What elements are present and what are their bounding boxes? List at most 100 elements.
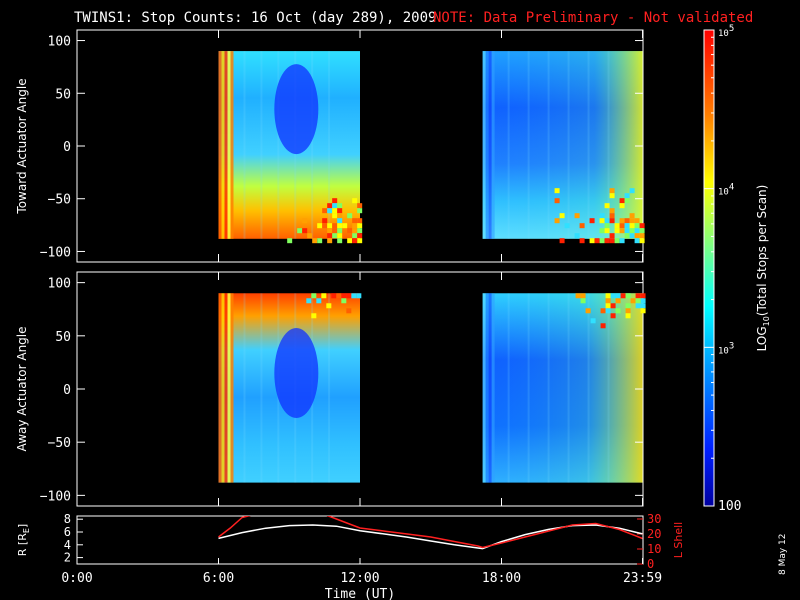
- toward-noise-cell: [327, 233, 333, 239]
- away-noise-cell: [580, 293, 586, 299]
- toward-noise-cell: [624, 193, 630, 199]
- toward-noise-cell: [332, 233, 338, 239]
- toward-noise-cell: [614, 238, 620, 244]
- toward-noise-cell: [337, 223, 343, 229]
- toward-scan-line: [260, 51, 263, 239]
- away-scan-line: [328, 293, 331, 483]
- toward-low-count-feature: [274, 64, 319, 155]
- toward-noise-cell: [297, 228, 303, 234]
- away-noise-cell: [341, 293, 347, 299]
- toward-noise-cell: [624, 233, 630, 239]
- colorbar-label-sub: 10: [762, 316, 771, 326]
- toward-noise-cell: [302, 228, 308, 234]
- toward-noise-cell: [619, 223, 625, 229]
- toward-noise-cell: [614, 223, 620, 229]
- toward-noise-cell: [337, 233, 343, 239]
- toward-noise-cell: [332, 228, 338, 234]
- toward-noise-cell: [609, 208, 615, 214]
- toward-noise-cell: [599, 213, 605, 219]
- ephem-ytick-right-label: 0: [647, 557, 654, 571]
- toward-noise-cell: [327, 208, 333, 214]
- toward-heat-gradient-2: [482, 51, 643, 239]
- toward-noise-cell: [624, 223, 630, 229]
- away-heat-block-2: [482, 293, 646, 483]
- toward-noise-cell: [619, 203, 625, 209]
- away-noise-cell: [605, 293, 611, 299]
- toward-noise-cell: [352, 238, 358, 244]
- colorbar-tick-label: 100: [718, 499, 741, 514]
- away-heat-gradient-2: [482, 293, 643, 483]
- toward-scan-line: [587, 51, 590, 239]
- away-noise-cell: [610, 293, 616, 299]
- toward-noise-cell: [564, 223, 570, 229]
- away-noise-cell: [311, 313, 317, 319]
- toward-noise-cell: [357, 228, 363, 234]
- away-noise-cell: [625, 308, 631, 314]
- away-noise-cell: [326, 303, 332, 309]
- toward-noise-cell: [352, 228, 358, 234]
- toward-noise-cell: [337, 218, 343, 224]
- toward-noise-cell: [599, 228, 605, 234]
- away-edge-stripe: [227, 293, 231, 483]
- away-noise-cell: [630, 298, 636, 304]
- toward-noise-cell: [352, 223, 358, 229]
- toward-noise-cell: [619, 198, 625, 204]
- colorbar-tick-exp: 4: [729, 183, 734, 193]
- ephem-xtick-label: 6:00: [203, 571, 234, 586]
- toward-noise-cell: [609, 193, 615, 199]
- toward-noise-cell: [634, 223, 640, 229]
- away-scan-line: [527, 293, 530, 483]
- away-edge-stripe: [488, 293, 492, 483]
- ephem-ylabel-left-close: ]: [16, 524, 29, 528]
- away-noise-cell: [331, 293, 337, 299]
- toward-edge-stripe: [230, 51, 234, 239]
- toward-scan-line: [607, 51, 610, 239]
- toward-noise-cell: [619, 218, 625, 224]
- away-noise-cell: [640, 293, 646, 299]
- toward-noise-cell: [589, 238, 595, 244]
- toward-noise-cell: [624, 228, 630, 234]
- away-edge-stripe: [230, 293, 234, 483]
- ephem-ytick-right-label: 30: [647, 512, 661, 526]
- toward-noise-cell: [554, 188, 560, 194]
- away-heat-block-1: [218, 293, 362, 483]
- toward-noise-cell: [332, 223, 338, 229]
- away-noise-cell: [625, 313, 631, 319]
- toward-noise-cell: [337, 238, 343, 244]
- away-noise-cell: [625, 303, 631, 309]
- toward-heat-block-1: [218, 51, 363, 244]
- toward-noise-cell: [317, 238, 323, 244]
- toward-noise-cell: [302, 218, 308, 224]
- toward-noise-cell: [357, 208, 363, 214]
- toward-noise-cell: [599, 238, 605, 244]
- colorbar-tick-exp: 3: [729, 341, 734, 351]
- toward-noise-cell: [327, 238, 333, 244]
- toward-ytick-label: −100: [40, 245, 71, 260]
- away-edge-stripe: [221, 293, 225, 483]
- toward-noise-cell: [357, 233, 363, 239]
- away-scan-line: [507, 293, 510, 483]
- ephem-ylabel-left-main: R [R: [16, 533, 29, 556]
- toward-noise-cell: [629, 228, 635, 234]
- toward-noise-cell: [337, 203, 343, 209]
- toward-noise-cell: [629, 218, 635, 224]
- toward-edge-stripe: [227, 51, 231, 239]
- toward-noise-cell: [634, 218, 640, 224]
- toward-ylabel: Toward Actuator Angle: [15, 78, 29, 214]
- colorbar-tick-label: 104: [718, 183, 734, 198]
- away-scan-line: [243, 293, 246, 483]
- toward-noise-cell: [322, 223, 328, 229]
- away-noise-cell: [615, 308, 621, 314]
- date-stamp: 8 May 12: [778, 533, 788, 575]
- toward-noise-cell: [629, 233, 635, 239]
- toward-noise-cell: [332, 203, 338, 209]
- colorbar-label-rest: (Total Stops per Scan): [755, 185, 769, 316]
- toward-noise-cell: [357, 238, 363, 244]
- away-noise-cell: [620, 293, 626, 299]
- away-noise-cell: [341, 298, 347, 304]
- ephem-ylabel-right: L Shell: [672, 522, 685, 558]
- toward-noise-cell: [604, 228, 610, 234]
- away-noise-cell: [635, 303, 641, 309]
- ephem-xtick-label: 18:00: [482, 571, 521, 586]
